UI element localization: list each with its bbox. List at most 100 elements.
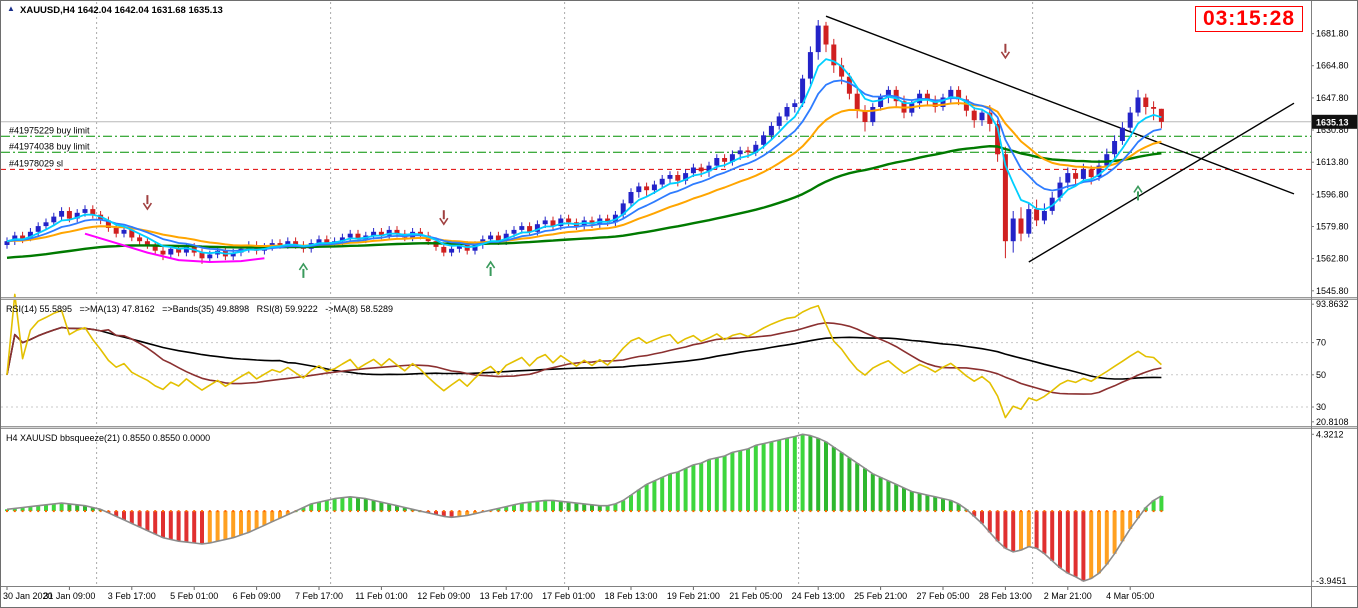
rsi-tick-label[interactable]: 20.8108 — [1316, 417, 1349, 427]
squeeze-bar — [239, 511, 243, 536]
time-tick-label[interactable]: 25 Feb 21:00 — [854, 591, 907, 601]
rsi-indicator-label: RSI(14) 55.5895 =>MA(13) 47.8162 =>Bands… — [6, 304, 393, 314]
squeeze-bar — [59, 503, 64, 512]
trendline-1[interactable] — [825, 15, 1295, 195]
current-price-box — [1312, 114, 1357, 129]
time-tick-label[interactable]: 6 Feb 09:00 — [233, 591, 281, 601]
order-label[interactable]: #41978029 sl — [9, 158, 63, 168]
squeeze-zero-dot — [786, 510, 788, 513]
arrow-head[interactable] — [1133, 184, 1143, 193]
squeeze-bar — [371, 500, 376, 512]
candle-body — [706, 165, 712, 172]
squeeze-bar — [699, 463, 704, 512]
price-tick-label[interactable]: 1579.80 — [1316, 222, 1349, 232]
squeeze-bar — [886, 480, 891, 512]
arrow-head[interactable] — [1000, 51, 1011, 60]
candle-body — [1010, 218, 1016, 242]
candle-body — [885, 89, 891, 98]
time-tick-label[interactable]: 2 Mar 21:00 — [1044, 591, 1092, 601]
squeeze-bar — [473, 511, 477, 514]
squeeze-bar — [496, 508, 501, 512]
price-tick-label[interactable]: 1596.80 — [1316, 189, 1349, 199]
time-tick-label[interactable]: 5 Feb 01:00 — [170, 591, 218, 601]
time-tick-label[interactable]: 27 Feb 05:00 — [916, 591, 969, 601]
squeeze-zero-dot — [341, 510, 344, 513]
squeeze-zero-dot — [965, 510, 968, 513]
arrow-head[interactable] — [439, 217, 449, 226]
squeeze-zero-dot — [614, 510, 617, 513]
rsi-tick-label[interactable]: 30 — [1316, 402, 1326, 412]
price-tick-label[interactable]: 1545.80 — [1316, 286, 1349, 296]
squeeze-envelope-line — [6, 433, 1162, 582]
squeeze-bar — [551, 500, 555, 512]
arrow-head[interactable] — [142, 202, 153, 211]
squeeze-zero-dot — [895, 510, 898, 513]
squeeze-zero-dot — [21, 510, 24, 513]
time-tick-label[interactable]: 31 Jan 09:00 — [43, 591, 95, 601]
squeeze-zero-dot — [684, 510, 687, 513]
squeeze-zero-dot — [6, 510, 8, 513]
order-label[interactable]: #41974038 buy limit — [9, 141, 90, 151]
squeeze-bar — [668, 473, 672, 512]
price-axis[interactable]: 1681.80 1664.80 1647.80 1630.80 1613.80 1596.… — [1311, 29, 1349, 587]
time-tick-label[interactable]: 28 Feb 13:00 — [979, 591, 1032, 601]
candle-body — [628, 192, 634, 204]
squeeze-bar — [122, 511, 126, 520]
time-tick-label[interactable]: 3 Feb 17:00 — [108, 591, 156, 601]
price-tick-label[interactable]: 1664.80 — [1316, 61, 1349, 71]
squeeze-bar — [691, 464, 696, 512]
price-tick-label[interactable]: 1681.80 — [1316, 29, 1349, 39]
squeeze-zero-dot — [162, 510, 164, 513]
squeeze-zero-dot — [208, 510, 211, 513]
time-tick-label[interactable]: 24 Feb 13:00 — [792, 591, 845, 601]
rsi-tick-label[interactable]: 70 — [1316, 338, 1326, 348]
time-tick-label[interactable]: 13 Feb 17:00 — [480, 591, 533, 601]
time-tick-label[interactable]: 21 Feb 05:00 — [729, 591, 782, 601]
time-tick-label[interactable]: 12 Feb 09:00 — [417, 591, 470, 601]
trendline-2[interactable] — [1028, 102, 1295, 263]
time-tick-label[interactable]: 30 Jan 2020 — [3, 591, 53, 601]
squeeze-tick-label[interactable]: 4.3212 — [1316, 429, 1344, 439]
squeeze-zero-dot — [396, 510, 398, 513]
time-tick-label[interactable]: 18 Feb 13:00 — [604, 591, 657, 601]
squeeze-zero-dot — [739, 510, 742, 513]
squeeze-bar — [1050, 511, 1055, 561]
candle-body — [339, 237, 345, 242]
rsi-tick-label[interactable]: 50 — [1316, 370, 1326, 380]
squeeze-zero-dot — [528, 510, 531, 513]
squeeze-bar — [1019, 511, 1023, 551]
arrow-head[interactable] — [298, 262, 309, 271]
candle-body — [651, 184, 657, 191]
time-tick-label[interactable]: 11 Feb 01:00 — [355, 591, 407, 601]
squeeze-tick-label[interactable]: -3.9451 — [1316, 576, 1347, 586]
candle-body — [932, 99, 938, 107]
panel-separator[interactable] — [1, 297, 1358, 300]
price-tick-label[interactable]: 1647.80 — [1316, 93, 1349, 103]
candle-body — [183, 246, 189, 253]
time-tick-label[interactable]: 17 Feb 01:00 — [542, 591, 595, 601]
panel-separator[interactable] — [1, 426, 1358, 429]
candles-layer[interactable] — [4, 20, 1164, 264]
order-label[interactable]: #41975229 buy limit — [9, 125, 90, 135]
rsi-tick-label[interactable]: 93.8632 — [1316, 299, 1349, 309]
arrow-head[interactable] — [485, 260, 496, 269]
candle-body — [503, 233, 509, 242]
price-tick-label[interactable]: 1562.80 — [1316, 254, 1349, 264]
candle-body — [90, 209, 96, 215]
squeeze-bar — [995, 511, 1000, 542]
time-tick-label[interactable]: 19 Feb 21:00 — [667, 591, 720, 601]
rsi-ma-line — [6, 321, 1162, 395]
candle-body — [168, 248, 174, 255]
squeeze-zero-dot — [130, 510, 133, 513]
squeeze-zero-dot — [271, 510, 274, 513]
squeeze-zero-dot — [988, 510, 991, 513]
time-tick-label[interactable]: 4 Mar 05:00 — [1106, 591, 1154, 601]
price-tick-label[interactable]: 1613.80 — [1316, 157, 1349, 167]
time-tick-label[interactable]: 7 Feb 17:00 — [295, 591, 343, 601]
candle-body — [277, 243, 283, 245]
squeeze-bar — [1136, 511, 1140, 519]
squeeze-zero-dot — [1137, 510, 1139, 513]
price-tick-label[interactable]: 1630.80 — [1316, 125, 1349, 135]
